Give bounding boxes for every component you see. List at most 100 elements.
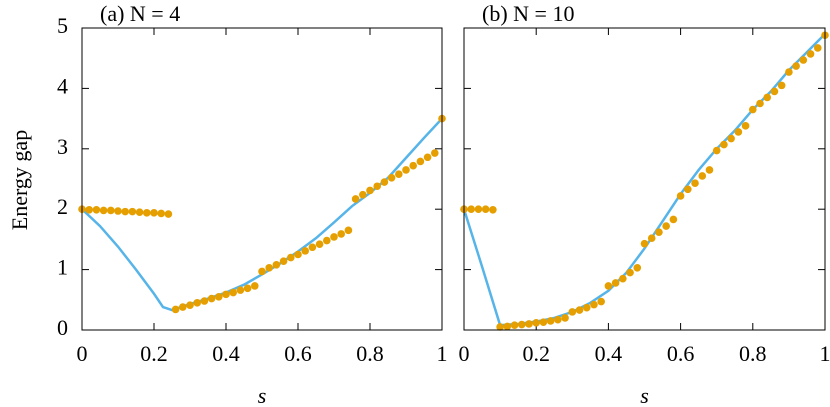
data-point [423, 153, 432, 162]
data-point [308, 243, 317, 252]
plot-frame [81, 27, 443, 331]
data-point [640, 239, 649, 248]
data-point [207, 294, 216, 303]
data-point [561, 314, 569, 322]
y-tick-label: 5 [57, 13, 68, 38]
x-tick-label: 1 [437, 341, 448, 366]
data-point [265, 263, 274, 272]
data-point [633, 263, 642, 272]
x-tick-label: 0 [77, 341, 88, 366]
data-point [431, 149, 439, 157]
data-point [669, 215, 678, 224]
data-point [749, 105, 757, 114]
data-point [279, 257, 288, 265]
data-point [373, 182, 382, 191]
plot-frame [463, 27, 826, 331]
data-point [799, 56, 808, 64]
data-point [539, 318, 548, 326]
x-axis-label: s [258, 383, 267, 407]
data-point [474, 205, 483, 213]
x-tick-label: 0.8 [739, 341, 767, 366]
data-point [510, 321, 519, 329]
data-point [647, 234, 656, 242]
data-point [676, 192, 685, 200]
data-point [481, 205, 490, 213]
data-point [655, 228, 663, 236]
data-point [813, 44, 822, 52]
data-point [243, 284, 252, 293]
data-point [258, 267, 266, 276]
data-point [351, 195, 360, 203]
data-point [525, 320, 533, 328]
data-point [107, 206, 115, 215]
x-tick-label: 0.6 [667, 341, 695, 366]
y-tick-label: 4 [57, 73, 68, 98]
data-point [236, 286, 245, 294]
data-point [416, 157, 425, 166]
data-point [517, 320, 526, 329]
data-point [546, 317, 555, 325]
data-point [489, 206, 497, 214]
x-tick-label: 0.6 [284, 341, 312, 366]
data-point [344, 226, 353, 235]
data-point [792, 62, 800, 70]
x-tick-label: 0 [459, 341, 470, 366]
data-point [568, 308, 577, 316]
data-point [532, 318, 540, 327]
data-point [626, 268, 634, 277]
panel-title: (b) N = 10 [482, 1, 574, 26]
y-tick-label: 1 [57, 255, 68, 280]
data-point [337, 230, 346, 238]
data-point [200, 297, 209, 305]
data-point [662, 222, 670, 230]
data-point [575, 306, 584, 314]
data-point [387, 173, 396, 182]
data-point [380, 178, 389, 186]
data-point [359, 190, 367, 199]
data-point [770, 87, 779, 96]
curve [81, 117, 443, 312]
x-tick-label: 0.2 [140, 341, 168, 366]
data-point [92, 206, 101, 214]
x-tick-label: 0.8 [356, 341, 384, 366]
data-point [619, 274, 627, 283]
data-point [315, 240, 324, 249]
data-point [777, 81, 786, 90]
data-point [301, 247, 310, 255]
data-point [164, 210, 173, 218]
data-point [756, 99, 764, 108]
data-point [720, 140, 728, 149]
data-point [85, 206, 93, 214]
data-point [806, 50, 815, 58]
data-point [99, 206, 108, 215]
x-tick-label: 0.2 [522, 341, 550, 366]
x-tick-label: 0.4 [595, 341, 623, 366]
data-point [143, 209, 151, 217]
data-point [215, 292, 223, 301]
data-point [114, 207, 122, 215]
y-tick-label: 0 [57, 315, 68, 340]
data-point [727, 134, 735, 143]
x-tick-label: 1 [820, 341, 830, 366]
data-point [135, 208, 144, 217]
curve [462, 33, 826, 327]
data-point [402, 166, 410, 174]
data-point [705, 166, 714, 174]
data-point [294, 250, 302, 259]
data-point [157, 209, 165, 218]
data-point [150, 209, 158, 217]
data-point [121, 207, 129, 216]
data-point [128, 207, 137, 216]
panel-title: (a) N = 4 [100, 1, 180, 26]
y-tick-label: 2 [57, 194, 68, 219]
data-point [554, 315, 562, 324]
data-point [597, 297, 605, 306]
y-tick-label: 3 [57, 134, 68, 159]
data-point [734, 128, 743, 136]
y-axis-label: Energy gap [7, 130, 32, 230]
data-point [712, 146, 721, 155]
data-point [330, 233, 338, 241]
data-point [590, 300, 598, 309]
data-point [323, 236, 331, 245]
